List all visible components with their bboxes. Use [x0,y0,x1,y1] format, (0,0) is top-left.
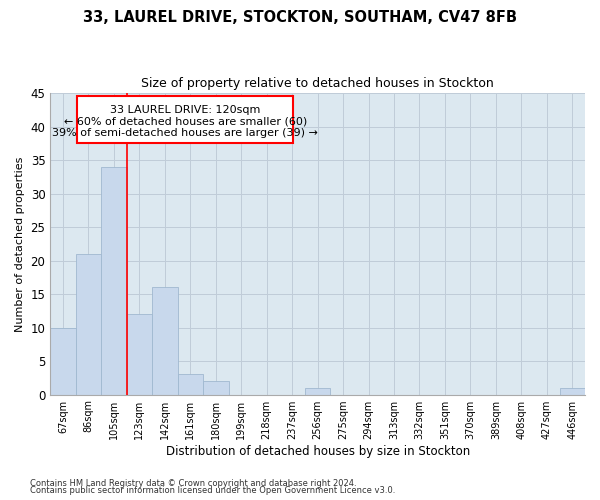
FancyBboxPatch shape [77,96,293,144]
Bar [152,288,178,395]
Y-axis label: Number of detached properties: Number of detached properties [15,156,25,332]
Text: ← 60% of detached houses are smaller (60): ← 60% of detached houses are smaller (60… [64,116,307,126]
Bar [101,167,127,394]
Bar [76,254,101,394]
Bar [305,388,331,394]
Bar [178,374,203,394]
Text: 39% of semi-detached houses are larger (39) →: 39% of semi-detached houses are larger (… [52,128,318,138]
Title: Size of property relative to detached houses in Stockton: Size of property relative to detached ho… [141,78,494,90]
Text: 33, LAUREL DRIVE, STOCKTON, SOUTHAM, CV47 8FB: 33, LAUREL DRIVE, STOCKTON, SOUTHAM, CV4… [83,10,517,25]
Bar [560,388,585,394]
X-axis label: Distribution of detached houses by size in Stockton: Distribution of detached houses by size … [166,444,470,458]
Text: 33 LAUREL DRIVE: 120sqm: 33 LAUREL DRIVE: 120sqm [110,105,260,115]
Text: Contains HM Land Registry data © Crown copyright and database right 2024.: Contains HM Land Registry data © Crown c… [30,478,356,488]
Text: Contains public sector information licensed under the Open Government Licence v3: Contains public sector information licen… [30,486,395,495]
Bar [203,381,229,394]
Bar [50,328,76,394]
Bar [127,314,152,394]
